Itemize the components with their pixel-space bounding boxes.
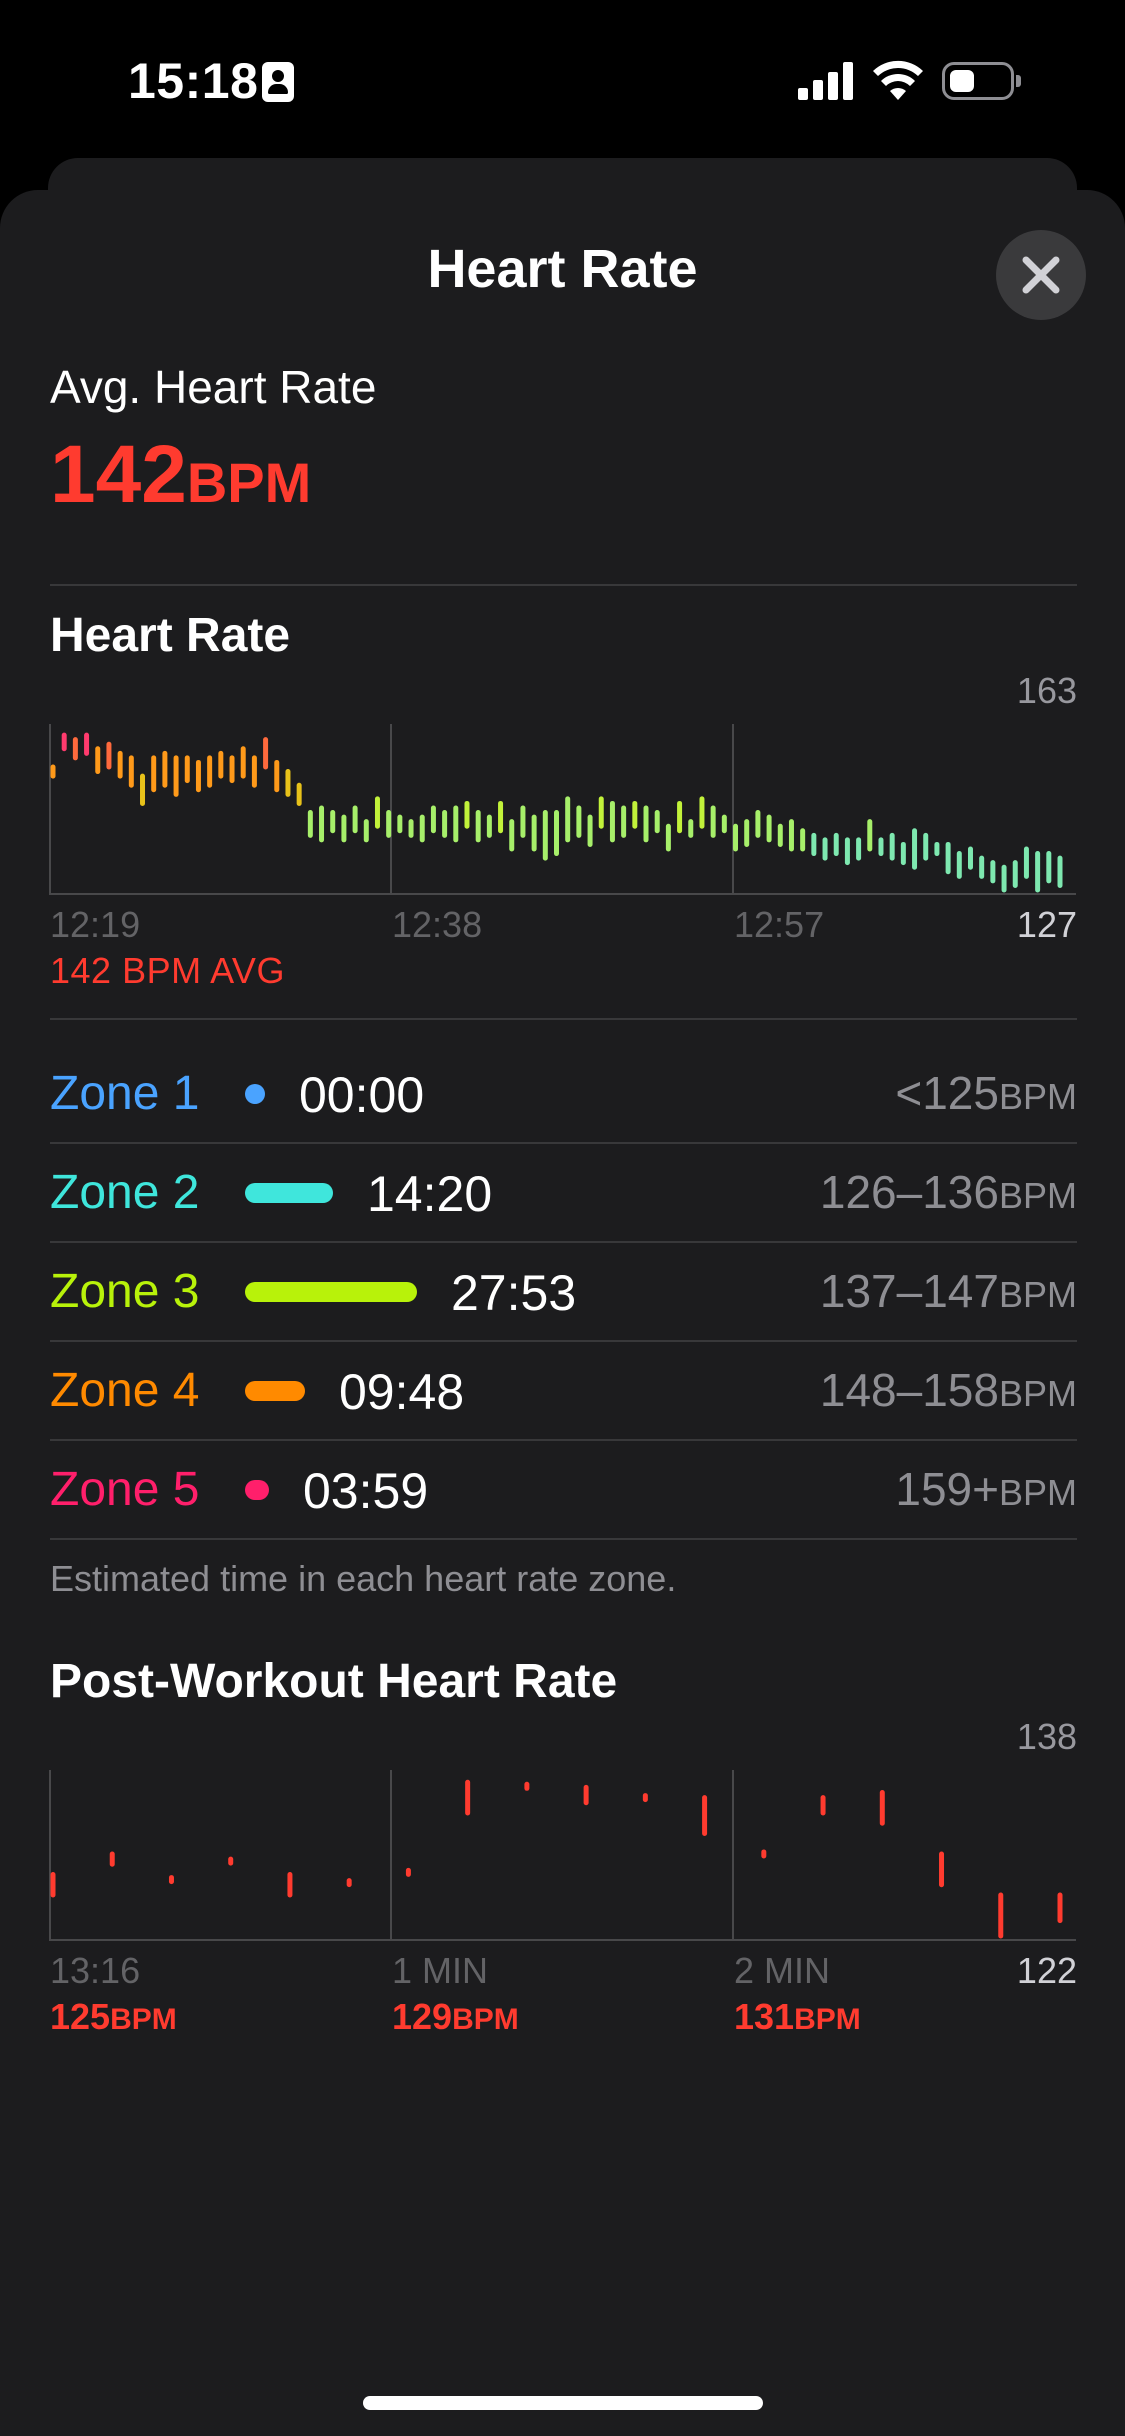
post-workout-minute-unit: BPM bbox=[110, 2003, 177, 2036]
divider bbox=[50, 1018, 1077, 1020]
zone-time: 27:53 bbox=[451, 1265, 577, 1321]
zone-row[interactable]: Zone 3 27:53 137–147BPM bbox=[50, 1242, 1077, 1341]
zone-duration-bar bbox=[245, 1084, 265, 1104]
post-workout-minute-number: 129 bbox=[392, 1996, 453, 2037]
zone-note: Estimated time in each heart rate zone. bbox=[50, 1558, 677, 1599]
close-button[interactable] bbox=[996, 230, 1086, 320]
zone-range-value: 137–147 bbox=[819, 1265, 999, 1317]
wifi-icon bbox=[873, 60, 923, 100]
zone-time: 09:48 bbox=[339, 1364, 465, 1420]
heart-rate-avg-caption: 142 BPM AVG bbox=[50, 950, 285, 991]
post-workout-minute-value: 125BPM bbox=[50, 1996, 177, 2038]
zone-time: 03:59 bbox=[303, 1463, 429, 1519]
heart-rate-y-max: 163 bbox=[1016, 670, 1077, 711]
post-workout-x-tick: 13:16 bbox=[50, 1950, 141, 1991]
zone-range-unit: BPM bbox=[998, 1472, 1077, 1513]
zone-range: <125BPM bbox=[895, 1066, 1077, 1120]
heart-rate-sheet bbox=[0, 190, 1125, 2436]
zone-range: 137–147BPM bbox=[820, 1264, 1077, 1318]
zone-name: Zone 2 bbox=[50, 1166, 200, 1219]
heart-rate-chart[interactable] bbox=[49, 722, 1076, 902]
post-workout-y-min: 122 bbox=[1016, 1950, 1077, 1991]
zone-name: Zone 3 bbox=[50, 1265, 200, 1318]
zone-row[interactable]: Zone 4 09:48 148–158BPM bbox=[50, 1341, 1077, 1440]
zone-duration-bar bbox=[245, 1183, 333, 1203]
close-icon bbox=[1022, 256, 1060, 294]
battery-icon bbox=[942, 62, 1021, 100]
post-workout-chart[interactable] bbox=[49, 1768, 1076, 1948]
zone-range: 159+BPM bbox=[895, 1462, 1077, 1516]
post-workout-y-max: 138 bbox=[1016, 1716, 1077, 1757]
zone-name: Zone 4 bbox=[50, 1364, 200, 1417]
divider bbox=[50, 584, 1077, 586]
divider bbox=[50, 1241, 1077, 1243]
post-workout-minute-number: 131 bbox=[734, 1996, 795, 2037]
zone-range-unit: BPM bbox=[998, 1373, 1077, 1414]
avg-heart-rate-number: 142 bbox=[50, 429, 187, 520]
zone-range-value: 148–158 bbox=[819, 1364, 999, 1416]
post-workout-minute-value: 131BPM bbox=[734, 1996, 861, 2038]
heart-rate-x-tick: 12:38 bbox=[392, 904, 483, 945]
zone-range-value: 159+ bbox=[895, 1463, 999, 1515]
zone-range-value: <125 bbox=[895, 1067, 999, 1119]
divider bbox=[50, 1439, 1077, 1441]
zone-duration-bar bbox=[245, 1480, 269, 1500]
post-workout-x-tick: 2 MIN bbox=[734, 1950, 831, 1991]
heart-rate-x-tick: 12:19 bbox=[50, 904, 141, 945]
status-time: 15:18 bbox=[128, 53, 259, 109]
home-indicator[interactable] bbox=[363, 2396, 763, 2410]
battery-level bbox=[950, 70, 974, 92]
zone-range-unit: BPM bbox=[998, 1274, 1077, 1315]
post-workout-minute-number: 125 bbox=[50, 1996, 111, 2037]
avg-heart-rate-label: Avg. Heart Rate bbox=[50, 361, 377, 413]
divider bbox=[50, 1142, 1077, 1144]
post-workout-minute-unit: BPM bbox=[794, 2003, 861, 2036]
zone-range-unit: BPM bbox=[998, 1175, 1077, 1216]
zone-time: 00:00 bbox=[299, 1067, 425, 1123]
contact-card-icon bbox=[262, 62, 294, 102]
post-workout-minute-value: 129BPM bbox=[392, 1996, 519, 2038]
zone-range-unit: BPM bbox=[998, 1076, 1077, 1117]
status-bar: 15:18 bbox=[0, 0, 1125, 160]
post-workout-chart-title: Post-Workout Heart Rate bbox=[50, 1655, 618, 1708]
zone-duration-bar bbox=[245, 1282, 417, 1302]
cellular-signal-icon bbox=[798, 62, 854, 100]
zone-duration-bar bbox=[245, 1381, 305, 1401]
avg-heart-rate-value: 142BPM bbox=[50, 428, 311, 522]
zone-range: 126–136BPM bbox=[820, 1165, 1077, 1219]
zone-name: Zone 5 bbox=[50, 1463, 200, 1516]
divider bbox=[50, 1538, 1077, 1540]
heart-rate-chart-title: Heart Rate bbox=[50, 609, 291, 662]
zone-range: 148–158BPM bbox=[820, 1363, 1077, 1417]
zone-time: 14:20 bbox=[367, 1166, 493, 1222]
zone-row[interactable]: Zone 1 00:00 <125BPM bbox=[50, 1044, 1077, 1143]
post-workout-minute-unit: BPM bbox=[452, 2003, 519, 2036]
sheet-title: Heart Rate bbox=[427, 239, 698, 299]
heart-rate-x-tick: 12:57 bbox=[734, 904, 825, 945]
zone-range-value: 126–136 bbox=[819, 1166, 999, 1218]
zone-row[interactable]: Zone 2 14:20 126–136BPM bbox=[50, 1143, 1077, 1242]
avg-heart-rate-unit: BPM bbox=[186, 451, 312, 514]
zone-name: Zone 1 bbox=[50, 1067, 200, 1120]
zone-row[interactable]: Zone 5 03:59 159+BPM bbox=[50, 1440, 1077, 1539]
heart-rate-y-min: 127 bbox=[1016, 904, 1077, 945]
post-workout-x-tick: 1 MIN bbox=[392, 1950, 489, 1991]
divider bbox=[50, 1340, 1077, 1342]
